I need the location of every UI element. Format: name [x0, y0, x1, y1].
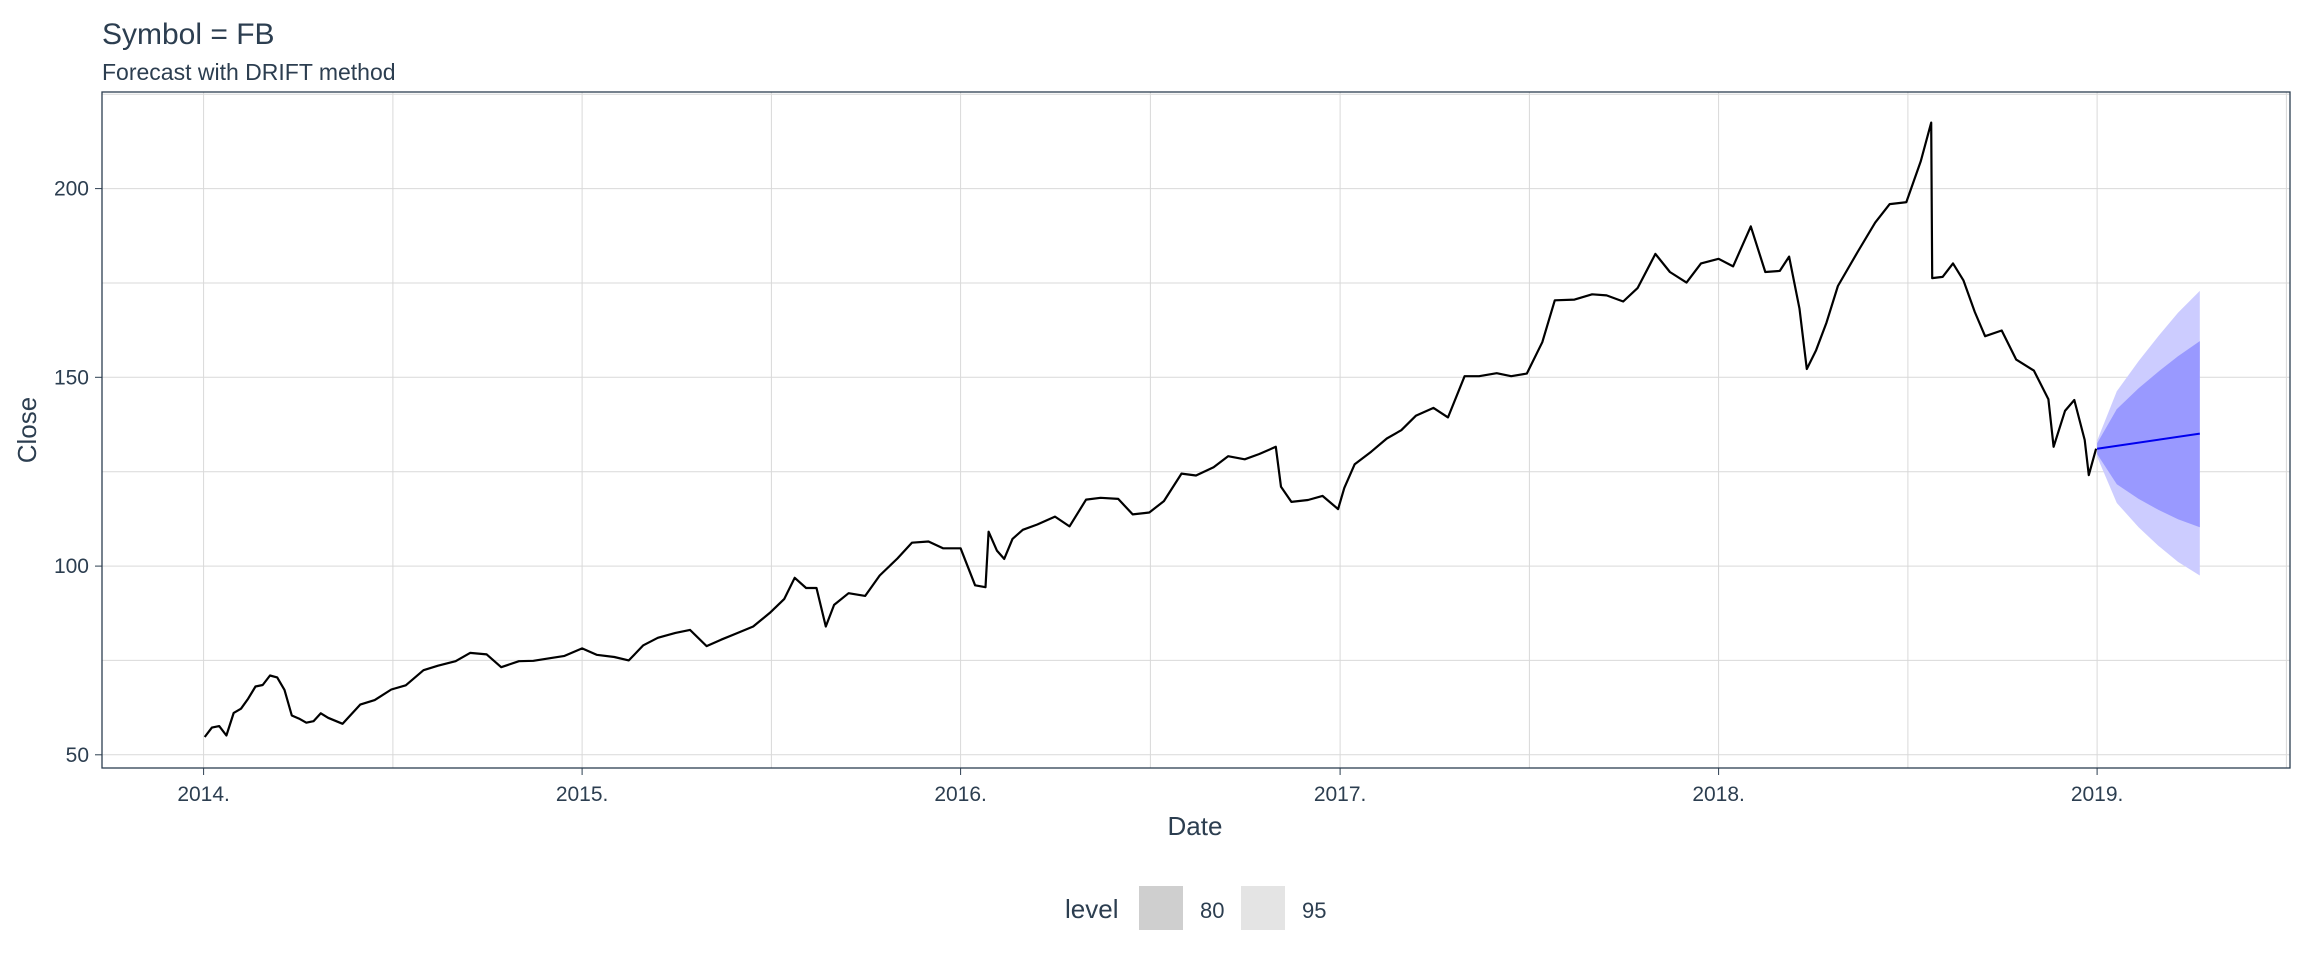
y-tick-label: 100 — [54, 555, 89, 578]
close-price-line — [203, 121, 2098, 738]
chart-subtitle: Forecast with DRIFT method — [102, 59, 396, 85]
y-tick-label: 200 — [54, 178, 89, 201]
chart-title: Symbol = FB — [102, 18, 275, 51]
x-tick-label: 2014. — [177, 783, 230, 806]
data-lines — [203, 121, 2200, 738]
legend-label-95: 95 — [1302, 898, 1326, 923]
x-axis-ticks: 2014. 2015. 2016. 2017. 2018. 2019. — [177, 768, 2123, 806]
x-tick-label: 2015. — [556, 783, 609, 806]
y-axis-title: Close — [12, 397, 42, 463]
x-tick-label: 2017. — [1314, 783, 1367, 806]
grid-lines — [102, 92, 2290, 768]
legend-key-80 — [1139, 886, 1183, 930]
legend-label-80: 80 — [1200, 898, 1224, 923]
forecast-line — [2096, 432, 2200, 450]
y-tick-label: 150 — [54, 366, 89, 389]
forecast-band-80 — [2097, 341, 2200, 528]
x-tick-label: 2019. — [2071, 783, 2124, 806]
x-tick-label: 2016. — [934, 783, 987, 806]
x-axis-title: Date — [1168, 811, 1223, 841]
forecast-bands — [2097, 290, 2200, 576]
plot-panel-border — [101, 91, 2291, 769]
y-tick-label: 50 — [66, 744, 89, 767]
x-tick-label: 2018. — [1692, 783, 1745, 806]
legend-title: level — [1065, 894, 1118, 924]
legend-key-95 — [1241, 886, 1285, 930]
y-axis-ticks: 50 100 150 200 — [54, 178, 102, 767]
legend: level 80 95 — [1065, 886, 1326, 930]
